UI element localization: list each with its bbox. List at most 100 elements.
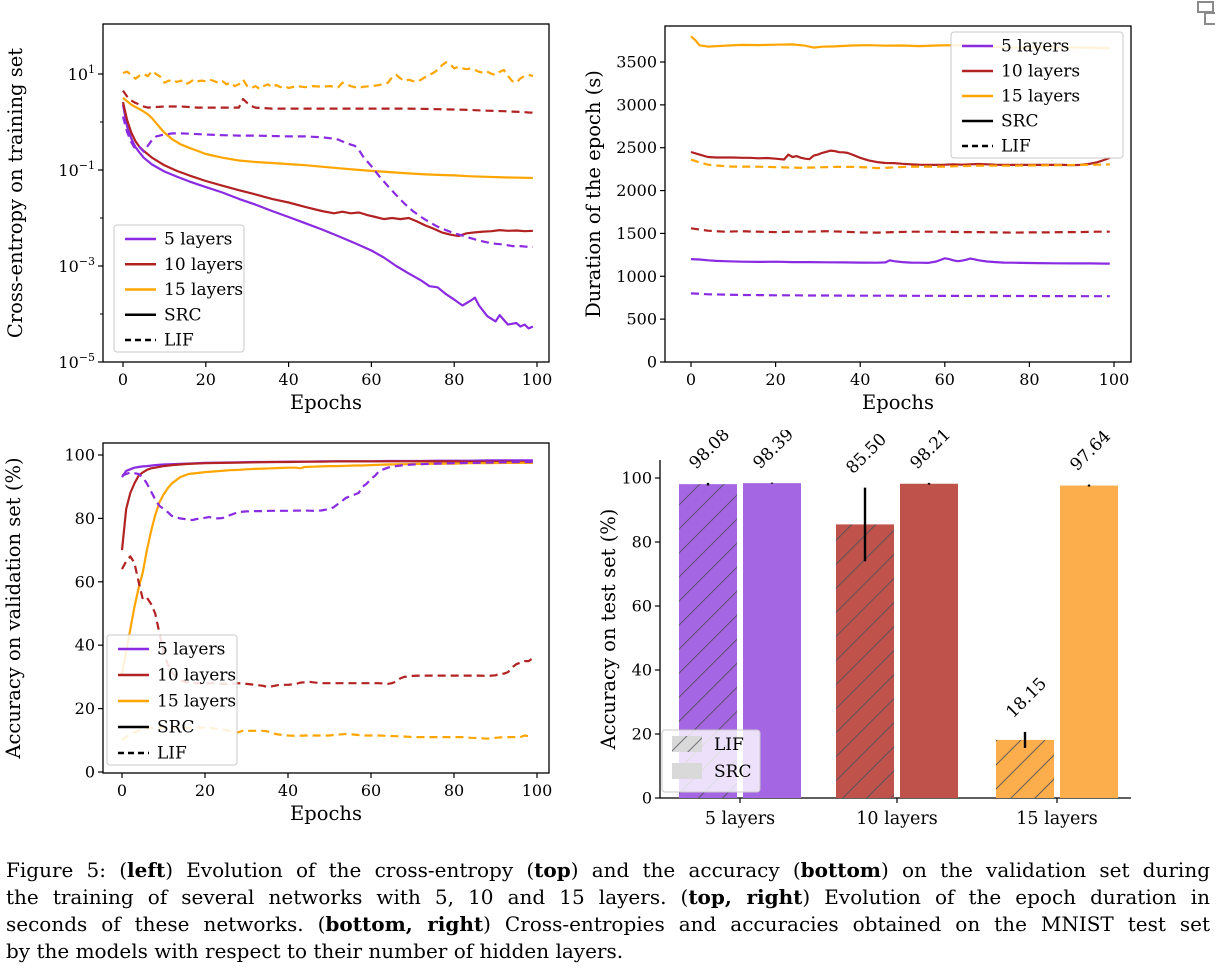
svg-text:5 layers: 5 layers <box>705 809 775 829</box>
svg-text:20: 20 <box>195 781 215 800</box>
svg-text:10−3: 10−3 <box>58 255 95 276</box>
svg-text:0: 0 <box>117 781 127 800</box>
svg-text:60: 60 <box>935 370 955 389</box>
caption-bold-segment: bottom <box>800 858 881 882</box>
caption-bold-segment: top, right <box>688 885 803 909</box>
epoch-duration-chart: 0 20 40 60 80 1000500100015002000250030003500… <box>585 25 1132 414</box>
svg-text:101: 101 <box>68 63 95 84</box>
svg-text:18.15: 18.15 <box>1002 674 1051 723</box>
figure-caption: Figure 5: (left) Evolution of the cross-… <box>6 857 1210 965</box>
svg-text:LIF: LIF <box>157 744 187 764</box>
svg-text:40: 40 <box>850 370 870 389</box>
svg-text:20: 20 <box>75 699 95 718</box>
svg-text:60: 60 <box>75 572 95 591</box>
svg-text:500: 500 <box>626 310 657 329</box>
svg-text:10−5: 10−5 <box>58 351 95 372</box>
caption-bold-segment: bottom, right <box>325 912 484 936</box>
svg-text:1500: 1500 <box>616 224 657 243</box>
caption-line: by the models with respect to their numb… <box>6 938 1210 965</box>
plot-test-accuracy-bars: 0 20 40 60 80 100 Accuracy on test set (%) 5 la… <box>585 430 1216 858</box>
svg-text:SRC: SRC <box>164 305 201 325</box>
caption-text-segment: ) and the accuracy ( <box>570 858 801 882</box>
svg-text:2500: 2500 <box>616 138 657 157</box>
svg-text:80: 80 <box>632 533 652 552</box>
svg-text:0: 0 <box>118 370 128 389</box>
svg-text:85.50: 85.50 <box>842 430 891 478</box>
svg-text:100: 100 <box>522 781 553 800</box>
svg-text:98.39: 98.39 <box>749 430 798 473</box>
svg-text:40: 40 <box>75 636 95 655</box>
svg-text:10−1: 10−1 <box>58 159 95 180</box>
svg-text:Cross-entropy on training set: Cross-entropy on training set <box>4 48 27 338</box>
page-corner-artifact <box>1204 12 1215 25</box>
svg-text:10 layers: 10 layers <box>1001 62 1080 82</box>
svg-text:80: 80 <box>1019 370 1039 389</box>
validation-accuracy-chart: 0 20 40 60 80 100 0 20 40 60 80 100 Epochs Accuracy o… <box>2 442 553 825</box>
caption-text-segment: seconds of these networks. ( <box>6 912 326 936</box>
svg-text:60: 60 <box>361 781 381 800</box>
caption-text-segment: Figure 5: ( <box>6 858 128 882</box>
svg-text:98.08: 98.08 <box>685 430 734 473</box>
svg-text:2000: 2000 <box>616 181 657 200</box>
svg-text:0: 0 <box>642 789 652 808</box>
svg-text:LIF: LIF <box>1001 137 1031 157</box>
svg-text:3000: 3000 <box>616 95 657 114</box>
test-accuracy-bar-chart: 0 20 40 60 80 100 Accuracy on test set (%) 5 la… <box>597 430 1131 829</box>
svg-text:Accuracy on test set (%): Accuracy on test set (%) <box>597 509 620 751</box>
caption-text-segment: the training of several networks with 5,… <box>6 885 689 909</box>
svg-text:40: 40 <box>632 661 652 680</box>
svg-text:15 layers: 15 layers <box>157 692 236 712</box>
plot-cross-entropy-training: 0 20 40 60 80 100 101 10−1 10−3 10−5 Epochs Cross-e… <box>0 0 585 430</box>
svg-text:LIF: LIF <box>164 331 194 351</box>
svg-text:100: 100 <box>64 446 95 465</box>
svg-text:LIF: LIF <box>714 735 744 755</box>
svg-text:100: 100 <box>621 469 652 488</box>
svg-text:15 layers: 15 layers <box>1016 809 1097 829</box>
svg-text:15 layers: 15 layers <box>1001 87 1080 107</box>
svg-text:10 layers: 10 layers <box>856 809 937 829</box>
caption-bold-segment: left <box>127 858 166 882</box>
svg-text:SRC: SRC <box>157 718 194 738</box>
svg-text:0: 0 <box>647 353 657 372</box>
caption-line: seconds of these networks. (bottom, righ… <box>6 911 1210 938</box>
svg-text:40: 40 <box>278 370 298 389</box>
caption-line: the training of several networks with 5,… <box>6 884 1210 911</box>
svg-text:80: 80 <box>444 781 464 800</box>
caption-line: Figure 5: (left) Evolution of the cross-… <box>6 857 1210 884</box>
svg-text:Epochs: Epochs <box>862 391 934 414</box>
cross-entropy-chart: 0 20 40 60 80 100 101 10−1 10−3 10−5 Epochs Cross-e… <box>4 23 552 414</box>
svg-text:0: 0 <box>686 370 696 389</box>
svg-text:0: 0 <box>85 763 95 782</box>
svg-text:80: 80 <box>444 370 464 389</box>
svg-text:5 layers: 5 layers <box>157 640 225 660</box>
svg-text:20: 20 <box>196 370 216 389</box>
caption-text-segment: ) Evolution of the cross-entropy ( <box>165 858 535 882</box>
svg-text:97.64: 97.64 <box>1066 430 1115 475</box>
svg-text:98.21: 98.21 <box>906 430 955 473</box>
svg-text:5 layers: 5 layers <box>164 230 232 250</box>
svg-text:Duration of the epoch (s): Duration of the epoch (s) <box>585 70 605 318</box>
svg-text:20: 20 <box>632 725 652 744</box>
svg-text:100: 100 <box>1099 370 1130 389</box>
svg-text:60: 60 <box>361 370 381 389</box>
caption-text-segment: by the models with respect to their numb… <box>6 939 624 963</box>
svg-text:15 layers: 15 layers <box>164 280 243 300</box>
svg-text:60: 60 <box>632 597 652 616</box>
svg-text:10 layers: 10 layers <box>164 255 243 275</box>
plot-epoch-duration: 0 20 40 60 80 100 0 500 1000 1500 2000 2500 3000 3500… <box>585 0 1216 430</box>
caption-text-segment: ) on the validation set during <box>880 858 1211 882</box>
svg-text:SRC: SRC <box>714 762 751 782</box>
svg-text:SRC: SRC <box>1001 112 1038 132</box>
svg-text:Epochs: Epochs <box>290 802 362 825</box>
svg-text:10 layers: 10 layers <box>157 666 236 686</box>
svg-text:40: 40 <box>278 781 298 800</box>
svg-text:5 layers: 5 layers <box>1001 37 1069 57</box>
caption-text-segment: ) Evolution of the epoch duration in <box>802 885 1210 909</box>
plot-validation-accuracy: 0 20 40 60 80 100 0 20 40 60 80 100 Epochs Accuracy o… <box>0 430 585 850</box>
caption-text-segment: ) Cross-entropies and accuracies obtaine… <box>483 912 1210 936</box>
svg-text:Accuracy on validation set (%): Accuracy on validation set (%) <box>2 457 25 759</box>
svg-text:20: 20 <box>765 370 785 389</box>
svg-text:80: 80 <box>75 509 95 528</box>
svg-text:1000: 1000 <box>616 267 657 286</box>
